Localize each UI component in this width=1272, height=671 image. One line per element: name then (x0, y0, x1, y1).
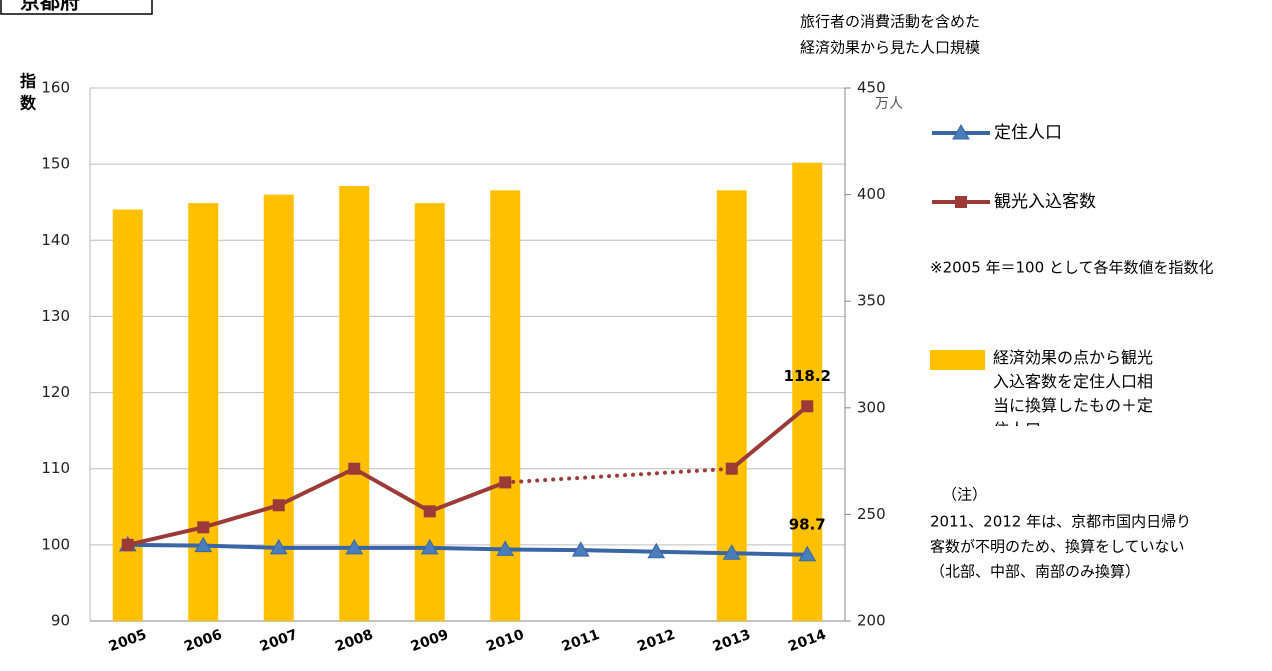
x-tick-label: 2009 (409, 627, 451, 655)
x-tick-label: 2008 (333, 627, 375, 655)
bar (490, 190, 521, 621)
legend-marker (952, 123, 970, 140)
title-box (0, 0, 153, 15)
y2-tick-label: 400 (857, 185, 886, 203)
marker (725, 462, 738, 475)
x-tick-label: 2014 (786, 627, 828, 655)
y2-unit: 万人 (875, 96, 903, 112)
note: 客数が不明のため、換算をしていない (930, 538, 1185, 556)
x-tick-label: 2005 (107, 627, 149, 655)
x-tick-label: 2010 (484, 627, 526, 655)
marker (647, 542, 666, 559)
data-label: 118.2 (784, 367, 831, 385)
y-tick-label: 100 (41, 535, 70, 553)
y-tick-label: 160 (41, 79, 70, 97)
x-tick-label: 2006 (182, 627, 224, 655)
line (127, 404, 809, 547)
marker (801, 400, 814, 413)
x-tick-label: 2011 (560, 627, 602, 655)
chart-title: 京都府 (20, 0, 80, 14)
y2-tick-label: 350 (857, 292, 886, 310)
marker (272, 499, 285, 512)
marker (420, 538, 439, 555)
marker (348, 462, 361, 475)
marker (121, 538, 134, 551)
x-tick-label: 2013 (711, 627, 753, 655)
note: （注） (942, 486, 987, 504)
bar (792, 162, 823, 621)
marker (798, 545, 817, 562)
y-tick-label: 120 (41, 383, 70, 401)
y2-tick-label: 200 (857, 612, 886, 630)
marker (496, 540, 515, 556)
note: （北部、中部、南部のみ換算） (930, 563, 1140, 581)
x-tick-label: 2007 (258, 627, 300, 655)
legend-label: 定住人口 (994, 123, 1062, 143)
x-tick-label: 2012 (635, 627, 677, 655)
y2-title: 経済効果から見た人口規模 (800, 39, 980, 57)
y-tick-label: 140 (41, 231, 70, 249)
marker (722, 544, 741, 560)
y2-title: 旅行者の消費活動を含めた (800, 13, 980, 31)
marker (194, 536, 213, 553)
legend-label: 観光入込客数 (994, 192, 1096, 212)
marker (423, 505, 436, 518)
legend-swatch (930, 350, 985, 370)
marker (197, 521, 210, 534)
data-label: 98.7 (789, 515, 826, 533)
legend-marker (955, 196, 967, 208)
bar (263, 194, 294, 621)
note: 2011、2012 年は、京都市国内日帰り (930, 513, 1191, 531)
y-tick-label: 130 (41, 307, 70, 325)
marker (571, 541, 590, 557)
marker (269, 538, 288, 555)
gap-bridge (503, 466, 734, 485)
marker (499, 476, 512, 489)
y-label: 数 (20, 94, 37, 113)
y2-tick-label: 450 (857, 79, 886, 97)
y-tick-label: 110 (41, 459, 70, 477)
bar (112, 209, 143, 622)
y2-tick-label: 250 (857, 505, 886, 523)
line (127, 542, 808, 557)
bar (339, 186, 370, 621)
legend-label: 経済効果の点から観光入込客数を定住人口相当に換算したもの＋定住人口 (993, 348, 1154, 426)
legend-box: 経済効果の点から観光入込客数を定住人口相当に換算したもの＋定住人口 (993, 348, 1154, 426)
y2-tick-label: 300 (857, 398, 886, 416)
y-tick-label: 150 (41, 155, 70, 173)
bar (188, 203, 219, 622)
bar (414, 203, 445, 622)
index-note: ※2005 年＝100 として各年数値を指数化 (930, 259, 1213, 277)
marker (345, 538, 364, 555)
y-tick-label: 90 (51, 612, 70, 630)
y-label: 指 (20, 72, 36, 91)
